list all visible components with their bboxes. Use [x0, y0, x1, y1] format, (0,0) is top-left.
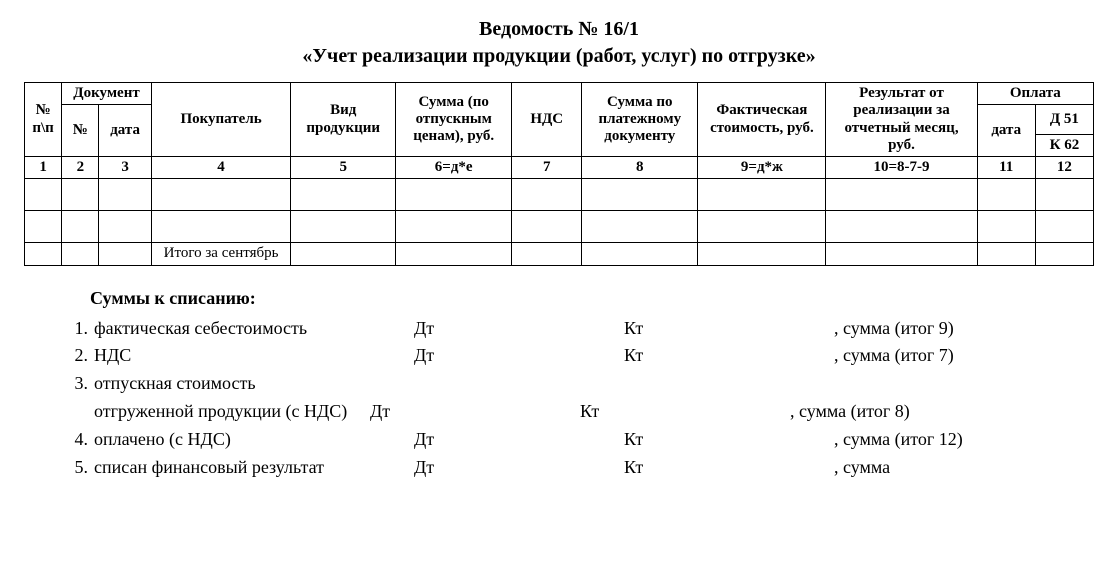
th-doc: Документ	[62, 83, 152, 105]
formula-c9: 9=д*ж	[698, 157, 826, 179]
formula-c4: 4	[151, 157, 291, 179]
page-title-line2: «Учет реализации продукции (работ, услуг…	[24, 45, 1094, 68]
writeoff-sum: , сумма (итог 12)	[834, 426, 1044, 454]
writeoff-desc: фактическая себестоимость	[94, 315, 414, 343]
th-buyer: Покупатель	[151, 83, 291, 157]
total-label: Итого за сентябрь	[151, 243, 291, 265]
writeoff-dt: Дт	[414, 342, 474, 370]
ledger-table: № п\п Документ Покупатель Вид продукции …	[24, 82, 1094, 266]
writeoff-num: 3.	[68, 370, 94, 398]
writeoff-num: 4.	[68, 426, 94, 454]
writeoff-item: 2. НДС Дт Кт , сумма (итог 7)	[68, 342, 1094, 370]
formula-c5: 5	[291, 157, 396, 179]
formula-c6: 6=д*е	[396, 157, 512, 179]
writeoff-num: 1.	[68, 315, 94, 343]
writeoff-desc: списан финансовый результат	[94, 454, 414, 482]
writeoff-item: . отгруженной продукции (с НДС) Дт Кт , …	[24, 398, 1094, 426]
formula-c3: 3	[99, 157, 151, 179]
th-payment: Оплата	[977, 83, 1093, 105]
writeoff-dt: Дт	[414, 426, 474, 454]
formula-c12: 12	[1035, 157, 1093, 179]
formula-c11: 11	[977, 157, 1035, 179]
formula-c10: 10=8-7-9	[826, 157, 977, 179]
writeoff-num: 2.	[68, 342, 94, 370]
writeoff-sum: , сумма (итог 8)	[790, 398, 1000, 426]
th-sum-paydoc: Сумма по платежному документу	[582, 83, 698, 157]
writeoff-item: 5. списан финансовый результат Дт Кт , с…	[68, 454, 1094, 482]
writeoff-dt: Дт	[414, 315, 474, 343]
page-title-line1: Ведомость № 16/1	[24, 18, 1094, 41]
writeoff-kt: Кт	[580, 398, 640, 426]
writeoff-item: 3. отпускная стоимость	[68, 370, 1094, 398]
writeoff-heading: Суммы к списанию:	[90, 288, 1094, 309]
th-pay-d51: Д 51	[1035, 105, 1093, 135]
table-row	[25, 211, 1094, 243]
th-sum-release: Сумма (по отпускным ценам), руб.	[396, 83, 512, 157]
writeoff-num: 5.	[68, 454, 94, 482]
table-row	[25, 179, 1094, 211]
writeoff-desc: оплачено (с НДС)	[94, 426, 414, 454]
th-nn: № п\п	[25, 83, 62, 157]
writeoff-sum: , сумма	[834, 454, 1044, 482]
formula-c1: 1	[25, 157, 62, 179]
writeoff-sum: , сумма (итог 7)	[834, 342, 1044, 370]
formula-c8: 8	[582, 157, 698, 179]
th-pay-k62: К 62	[1035, 134, 1093, 156]
writeoff-kt: Кт	[624, 426, 684, 454]
writeoff-sum: , сумма (итог 9)	[834, 315, 1044, 343]
th-result: Результат от реализации за отчетный меся…	[826, 83, 977, 157]
writeoff-kt: Кт	[624, 315, 684, 343]
th-nds: НДС	[512, 83, 582, 157]
writeoff-kt: Кт	[624, 454, 684, 482]
writeoff-desc: НДС	[94, 342, 414, 370]
writeoff-desc: отгруженной продукции (с НДС)	[94, 398, 370, 426]
writeoff-item: 4. оплачено (с НДС) Дт Кт , сумма (итог …	[68, 426, 1094, 454]
th-prod-type: Вид продукции	[291, 83, 396, 157]
writeoff-kt: Кт	[624, 342, 684, 370]
th-doc-date: дата	[99, 105, 151, 157]
formula-c2: 2	[62, 157, 99, 179]
th-doc-num: №	[62, 105, 99, 157]
th-actual-cost: Фактическая стоимость, руб.	[698, 83, 826, 157]
writeoff-desc: отпускная стоимость	[94, 370, 414, 398]
writeoff-dt: Дт	[370, 398, 430, 426]
writeoff-item: 1. фактическая себестоимость Дт Кт , сум…	[68, 315, 1094, 343]
formula-c7: 7	[512, 157, 582, 179]
table-total-row: Итого за сентябрь	[25, 243, 1094, 265]
th-pay-date: дата	[977, 105, 1035, 157]
writeoff-list: 1. фактическая себестоимость Дт Кт , сум…	[68, 315, 1094, 482]
writeoff-dt: Дт	[414, 454, 474, 482]
